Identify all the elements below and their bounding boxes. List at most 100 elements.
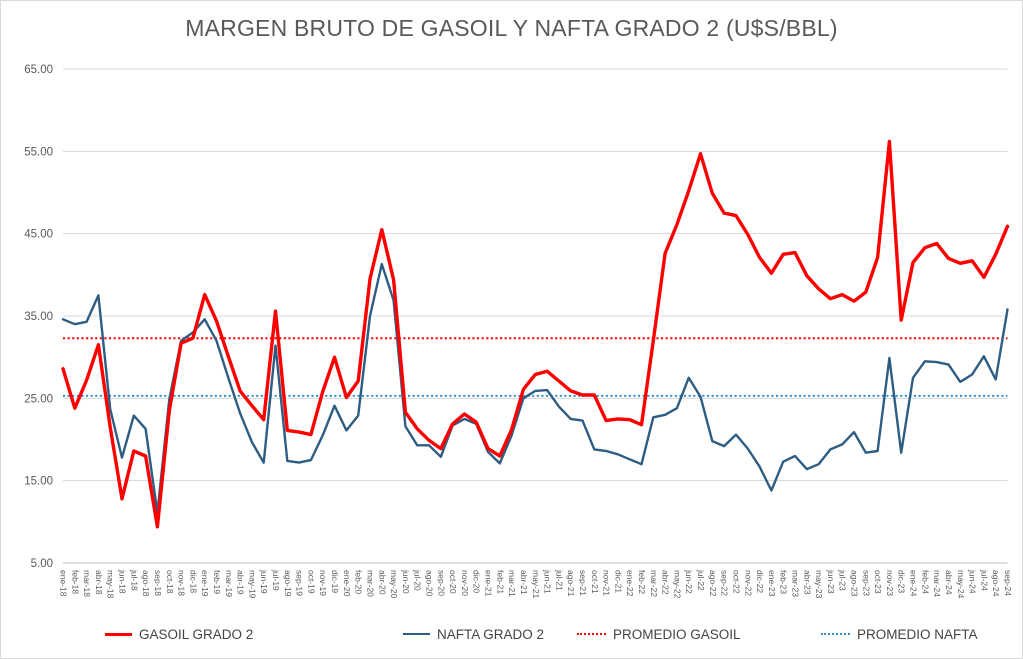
y-axis-tick-label: 55.00 [24,146,53,158]
x-axis-tick-label: ago-20 [424,570,434,597]
x-axis-tick-label: jun-18 [118,569,128,594]
x-axis-tick-label: jul-20 [413,569,423,591]
x-axis-tick-label: feb-22 [637,570,647,594]
x-axis-tick-label: jun-22 [684,569,694,594]
x-axis-tick-label: abr-19 [236,570,246,595]
nafta-line[interactable] [61,262,1009,514]
x-axis-tick-label: abr-24 [944,570,954,595]
legend-item-gasoil[interactable]: GASOIL GRADO 2 [105,621,253,647]
x-axis-tick-label: ago-23 [850,570,860,597]
x-axis-tick-label: feb-18 [70,570,80,594]
x-axis-tick-label: oct-22 [731,570,741,594]
x-axis-tick-label: jul-22 [696,569,706,591]
x-axis-tick-label: jul-19 [271,569,281,591]
x-axis-tick-label: nov-20 [460,570,470,596]
x-axis-tick-label: may-19 [247,570,257,599]
x-axis-tick-label: ene-22 [625,570,635,597]
x-axis-tick-label: dic-21 [613,570,623,593]
x-axis-tick-label: dic-23 [897,570,907,593]
x-axis-tick-label: ago-18 [141,570,151,597]
x-axis-tick-label: abr-18 [94,570,104,595]
legend-label-promedio-nafta: PROMEDIO NAFTA [857,626,978,642]
x-axis-tick-label: dic-20 [472,570,482,593]
legend-label-promedio-gasoil: PROMEDIO GASOIL [613,626,741,642]
x-axis-tick-label: dic-18 [188,570,198,593]
x-axis-tick-label: sep-22 [720,570,730,596]
chart-legend: GASOIL GRADO 2 NAFTA GRADO 2 PROMEDIO GA… [1,621,1022,649]
x-axis-tick-label: mar-21 [507,570,517,597]
x-axis-tick-label: nov-18 [177,570,187,596]
x-axis-tick-label: ene-24 [909,570,919,597]
x-axis-tick-label: oct-18 [165,570,175,594]
chart-title: MARGEN BRUTO DE GASOIL Y NAFTA GRADO 2 (… [185,15,838,41]
x-axis-tick-label: jul-21 [554,569,564,591]
x-axis-tick-label: may-23 [814,570,824,599]
x-axis-tick-label: ago-22 [708,570,718,597]
x-axis-tick-label: abr-21 [519,570,529,595]
x-axis-tick-label: ago-24 [991,570,1001,597]
x-axis-tick-label: feb-23 [779,570,789,594]
y-axis-tick-label: 15.00 [24,476,53,488]
x-axis-tick-label: ene-19 [200,570,210,597]
x-axis-tick-label: mar-20 [365,570,375,597]
x-axis-tick-label: jun-23 [826,569,836,594]
legend-item-promedio-nafta[interactable]: PROMEDIO NAFTA [821,621,978,647]
x-axis-tick-label: mar-24 [932,570,942,597]
x-axis-tick-label: may-24 [956,570,966,599]
x-axis-tick-label: oct-20 [448,570,458,594]
x-axis-tick-label: ene-21 [484,570,494,597]
x-axis-tick-label: nov-19 [318,570,328,596]
x-axis-tick-label: abr-22 [661,570,671,595]
x-axis-tick-label: abr-20 [377,570,387,595]
x-axis-tick-label: sep-23 [861,570,871,596]
x-axis-tick-label: jul-24 [979,569,989,591]
x-axis-tick-label: mar-23 [790,570,800,597]
x-axis-tick-label: sep-20 [436,570,446,596]
x-axis-tick-label: ene-20 [342,570,352,597]
x-axis-tick-label: nov-22 [743,570,753,596]
x-axis-tick-label: dic-22 [755,570,765,593]
nafta-line-marker [403,633,430,635]
x-axis-tick-label: may-20 [389,570,399,599]
x-axis-tick-label: abr-23 [802,570,812,595]
x-axis-tick-label: oct-23 [873,570,883,594]
x-axis-tick-label: may-22 [672,570,682,599]
y-axis-tick-label: 65.00 [24,64,53,76]
y-axis-tick-label: 35.00 [24,311,53,323]
x-axis-tick-label: sep-19 [295,570,305,596]
legend-label-gasoil: GASOIL GRADO 2 [139,626,254,642]
y-axis-tick-label: 45.00 [24,229,53,241]
x-axis-tick-label: jun-19 [259,569,269,594]
x-axis-tick-label: ene-18 [59,570,69,597]
x-axis-tick-label: mar-18 [82,570,92,597]
gasoil-line-marker [105,632,132,636]
y-axis-tick-label: 25.00 [24,393,53,405]
x-axis-tick-label: oct-21 [590,570,600,594]
x-axis-tick-label: sep-24 [1003,570,1013,596]
x-axis-tick-label: mar-19 [224,570,234,597]
legend-label-nafta: NAFTA GRADO 2 [437,626,545,642]
x-axis-tick-label: sep-21 [578,570,588,596]
x-axis-tick-label: nov-21 [602,570,612,596]
x-axis-tick-label: feb-19 [212,570,222,594]
x-axis-tick-label: mar-22 [649,570,659,597]
gasoil-line[interactable] [61,139,1010,529]
x-axis-tick-label: may-21 [531,570,541,599]
x-axis-tick-label: feb-24 [920,570,930,594]
x-axis-tick-label: jul-23 [838,569,848,591]
x-axis-tick-label: feb-21 [495,570,505,594]
legend-item-promedio-gasoil[interactable]: PROMEDIO GASOIL [577,621,741,647]
x-axis-tick-label: ene-23 [767,570,777,597]
x-axis-tick-label: dic-19 [330,570,340,593]
x-axis-tick-label: ago-21 [566,570,576,597]
x-axis-tick-label: nov-23 [885,570,895,596]
promedio-gasoil-line-marker [577,633,606,635]
x-axis-tick-label: jun-20 [401,569,411,594]
x-axis-tick-label: may-18 [106,570,116,599]
x-axis-tick-label: jul-18 [129,569,139,591]
y-axis-tick-label: 5.00 [31,558,53,570]
x-axis-tick-label: sep-18 [153,570,163,596]
legend-item-nafta[interactable]: NAFTA GRADO 2 [403,621,544,647]
